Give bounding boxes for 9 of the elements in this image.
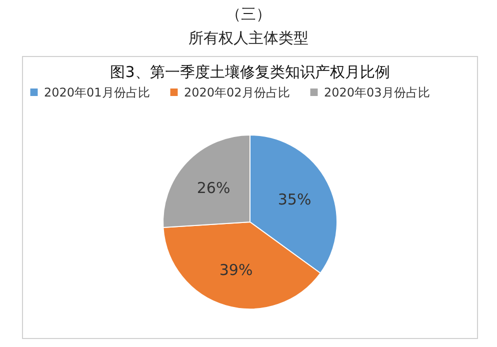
legend-label: 2020年01月份占比 <box>44 85 150 100</box>
text: （三） <box>225 4 272 25</box>
legend-label: 2020年02月份占比 <box>184 85 290 100</box>
text: 所有权人主体类型 <box>188 28 310 49</box>
data-label: 35% <box>278 190 312 208</box>
data-label: 26% <box>196 178 230 197</box>
data-label: 39% <box>219 261 253 280</box>
legend-label: 2020年03月份占比 <box>324 85 430 100</box>
chart-title: 图3、第一季度土壤修复类知识产权月比例 <box>110 63 390 81</box>
